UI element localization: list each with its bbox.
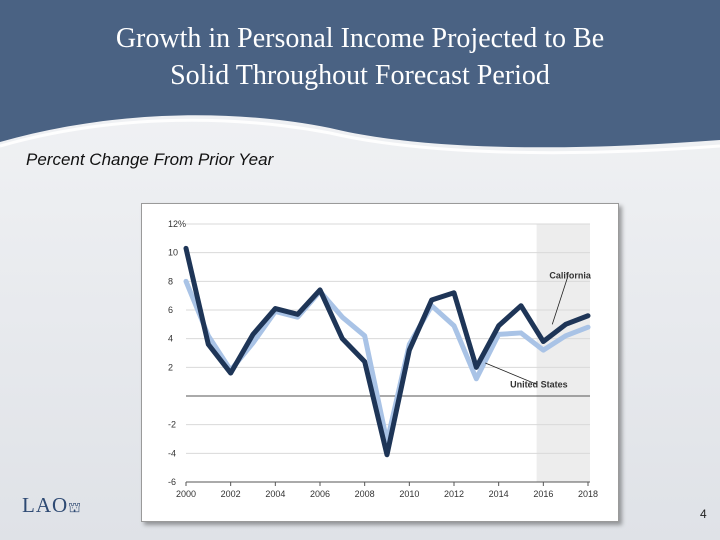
x-tick-label: 2018 — [578, 489, 598, 499]
chart-subtitle: Percent Change From Prior Year — [26, 150, 274, 169]
title-line-2: Solid Throughout Forecast Period — [170, 60, 550, 91]
y-tick-label: 2 — [168, 362, 173, 372]
page-number: 4 — [700, 507, 707, 521]
y-tick-label: 6 — [168, 305, 173, 315]
logo-text: LAO — [22, 493, 69, 517]
annotation-leader — [485, 362, 538, 385]
capitol-icon: ⛫ — [68, 501, 83, 516]
title-line-1: Growth in Personal Income Projected to B… — [115, 23, 605, 54]
header-background — [0, 0, 720, 148]
y-tick-label: 4 — [168, 334, 173, 344]
forecast-shade — [536, 224, 590, 482]
annotation-leader — [551, 275, 569, 325]
y-tick-label: -2 — [168, 420, 176, 430]
x-tick-label: 2002 — [221, 489, 241, 499]
y-tick-label: 8 — [168, 276, 173, 286]
x-tick-label: 2016 — [533, 489, 553, 499]
y-tick-label: 12% — [168, 219, 186, 229]
slide-title: Growth in Personal Income Projected to B… — [0, 20, 720, 94]
series-line-california — [183, 245, 591, 458]
annotation-label: United States — [510, 379, 568, 389]
x-tick-label: 2000 — [176, 489, 196, 499]
x-tick-label: 2012 — [444, 489, 464, 499]
y-tick-label: -6 — [168, 477, 176, 487]
header-banner — [0, 0, 720, 160]
chart-frame: 12% 10 8 6 4 2 -2 -4 -6 2000 2002 2004 2006 2008 2010 2… — [141, 203, 619, 522]
header-swoosh — [0, 0, 720, 155]
x-tick-label: 2004 — [265, 489, 285, 499]
series-line-united-states — [183, 278, 591, 445]
x-tick-label: 2014 — [489, 489, 509, 499]
header-accent-line — [0, 118, 720, 155]
x-tick-label: 2006 — [310, 489, 330, 499]
y-tick-label: 10 — [168, 248, 178, 258]
y-tick-label: -4 — [168, 448, 176, 458]
x-tick-label: 2008 — [355, 489, 375, 499]
lao-logo: LAO⛫ — [22, 493, 82, 518]
x-tick-label: 2010 — [399, 489, 419, 499]
annotation-label: California — [549, 270, 592, 280]
